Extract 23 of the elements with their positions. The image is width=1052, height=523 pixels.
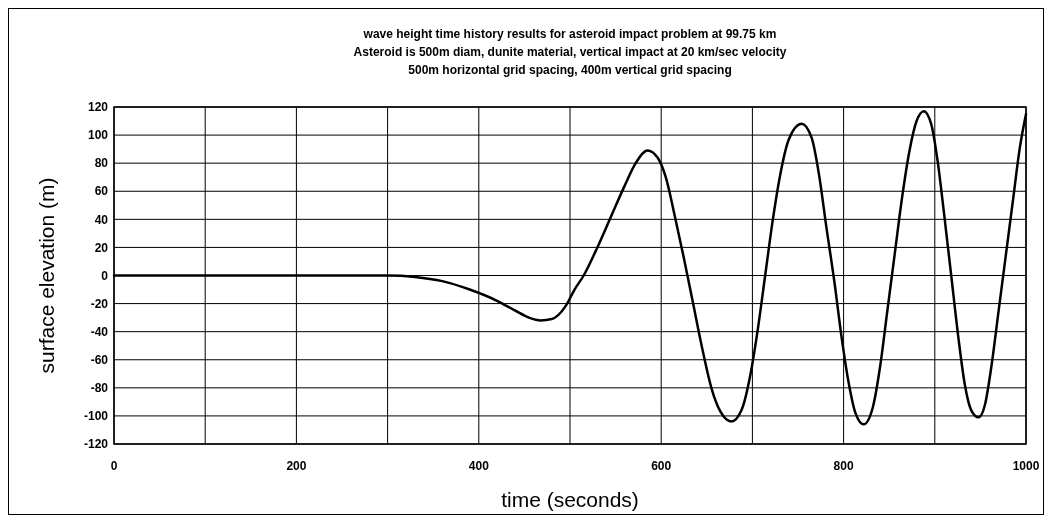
x-tick-label: 0 [110,459,118,473]
x-tick-label: 1000 [1012,459,1040,473]
y-tick-label: -100 [83,409,109,424]
x-tick-label: 800 [833,459,854,473]
y-tick-label: -40 [90,324,109,339]
x-tick-label: 600 [651,459,672,473]
y-tick-label: -60 [90,352,109,367]
y-tick-label: -80 [90,381,109,396]
y-tick-label: 100 [87,128,109,143]
y-tick-label: 20 [94,240,109,255]
y-tick-label: 60 [94,184,109,199]
x-axis-title: time (seconds) [501,488,639,511]
y-tick-label: -120 [83,437,109,452]
y-tick-label: -20 [90,296,109,311]
chart-title: wave height time history results for asteroid impact problem at 99.75 km [362,27,777,41]
chart-subtitle: Asteroid is 500m diam, dunite material, vertical impact at 20 km/sec velocity 500m horizontal grid spacing, 400m vertical grid spacing [353,45,787,77]
y-axis-title: surface elevation (m) [35,177,58,374]
y-tick-label: 0 [101,268,109,283]
y-tick-label: 80 [94,156,109,171]
x-tick-label: 200 [286,459,307,473]
y-tick-label: 120 [87,100,109,115]
x-tick-label: 400 [468,459,490,473]
y-tick-label: 40 [94,212,109,227]
